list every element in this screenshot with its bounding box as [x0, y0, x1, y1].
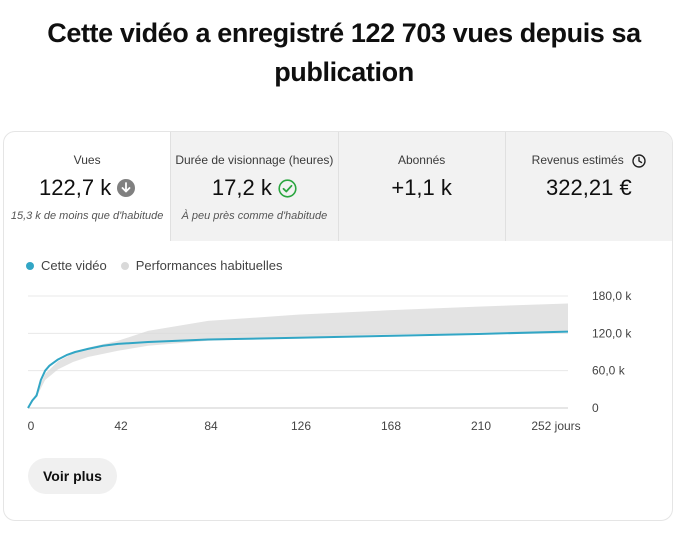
metric-note: À peu près comme d'habitude [181, 210, 328, 222]
metrics-row: Vues 122,7 k 15,3 k de moins que d'habit… [4, 132, 672, 241]
metric-title: Revenus estimés [531, 153, 624, 167]
metric-note: 15,3 k de moins que d'habitude [10, 210, 164, 222]
x-tick-label: 252 jours [531, 419, 580, 433]
x-tick-label: 42 [114, 419, 128, 433]
metric-title: Durée de visionnage (heures) [175, 153, 334, 167]
series-line-this-video [27, 330, 569, 409]
y-tick-label: 180,0 k [592, 289, 632, 303]
page-headline: Cette vidéo a enregistré 122 703 vues de… [47, 18, 641, 87]
legend-item-this-video[interactable]: Cette vidéo [26, 258, 107, 273]
legend-item-typical[interactable]: Performances habituelles [120, 258, 283, 273]
legend-swatch [120, 261, 129, 270]
x-tick-label: 210 [471, 419, 491, 433]
legend-label: Cette vidéo [41, 258, 107, 273]
legend-swatch [26, 261, 34, 270]
metric-subscribers[interactable]: Abonnés +1,1 k [337, 132, 505, 241]
metric-value: 17,2 k [211, 175, 272, 200]
metric-title: Abonnés [397, 153, 446, 167]
x-tick-label: 168 [381, 419, 401, 433]
legend-label: Performances habituelles [135, 258, 283, 273]
y-tick-label: 120,0 k [592, 326, 632, 340]
metric-value: 322,21 € [546, 175, 632, 200]
metric-views[interactable]: Vues 122,7 k 15,3 k de moins que d'habit… [4, 132, 170, 241]
chart-legend: Cette vidéo Performances habituelles [26, 258, 282, 273]
x-tick-label: 84 [204, 419, 218, 433]
y-tick-label: 0 [592, 401, 599, 415]
x-tick-label: 126 [291, 419, 311, 433]
metric-title: Vues [73, 153, 101, 167]
x-tick-label: 0 [28, 419, 35, 433]
analytics-card: Vues 122,7 k 15,3 k de moins que d'habit… [3, 131, 673, 521]
metric-value: +1,1 k [391, 175, 452, 200]
metric-watch-time[interactable]: Durée de visionnage (heures) 17,2 k À pe… [170, 132, 338, 241]
check-circle-icon [278, 178, 297, 198]
metric-revenue[interactable]: Revenus estimés 322,21 € [504, 132, 672, 241]
y-tick-label: 60,0 k [592, 364, 626, 378]
views-chart[interactable]: 0 60,0 k 120,0 k 180,0 k 0 42 84 126 168 210 252 j… [4, 282, 672, 442]
clock-icon [632, 154, 646, 168]
arrow-down-circle-icon [117, 179, 136, 197]
see-more-button[interactable]: Voir plus [28, 458, 117, 494]
typical-performance-band [28, 303, 568, 408]
metric-value: 122,7 k [39, 175, 112, 200]
